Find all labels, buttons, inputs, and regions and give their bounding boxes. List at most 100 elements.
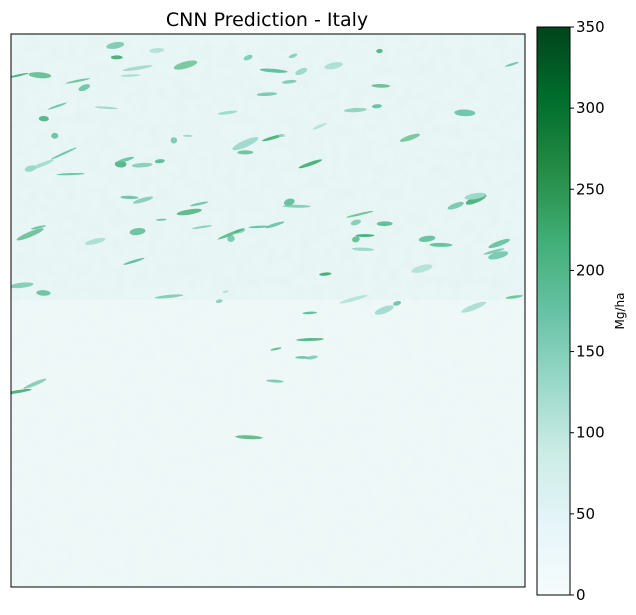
- heatmap-patch: [312, 122, 327, 130]
- heatmap-patch: [483, 248, 505, 255]
- heatmap-patch: [24, 165, 37, 172]
- heatmap-patch: [343, 107, 368, 113]
- heatmap-patch: [295, 356, 310, 359]
- colorbar-label: Mg/ha: [613, 293, 627, 330]
- colorbar-bar: [536, 26, 571, 596]
- heatmap-patch: [227, 235, 235, 242]
- heatmap-patch: [243, 54, 253, 61]
- heatmap-patch: [16, 228, 44, 241]
- heatmap-patch: [65, 78, 91, 84]
- heatmap-patch: [94, 106, 118, 110]
- heatmap-patch: [123, 257, 145, 265]
- heatmap-patch: [376, 221, 393, 227]
- heatmap-patch: [248, 225, 270, 229]
- heatmap-patch: [120, 195, 139, 200]
- heatmap-patch: [182, 134, 193, 137]
- colorbar-tick-label: 350: [576, 18, 605, 36]
- heatmap-patch: [122, 65, 153, 72]
- heatmap-patch: [114, 160, 127, 168]
- colorbar-ticks: 0 50 100 150 200 250 300 350: [570, 18, 605, 604]
- heatmap-patch: [393, 300, 401, 306]
- heatmap-patch: [281, 79, 297, 84]
- heatmap-patch: [411, 264, 433, 273]
- heatmap-patch: [505, 295, 523, 299]
- heatmap-patch: [355, 234, 375, 237]
- heatmap-patch: [298, 159, 323, 169]
- colorbar-tick-label: 0: [576, 586, 586, 604]
- colorbar-tick-label: 300: [576, 99, 605, 117]
- heatmap-patch: [28, 72, 52, 79]
- heatmap-patch: [259, 68, 288, 73]
- heatmap-patch: [217, 228, 245, 240]
- heatmap-patch: [319, 272, 332, 276]
- heatmap-panel: [10, 33, 526, 588]
- heatmap-patch: [132, 196, 154, 204]
- heatmap-patch: [270, 347, 282, 351]
- heatmap-patch: [324, 62, 343, 70]
- heatmap-patch: [23, 378, 47, 389]
- heatmap-patch: [154, 159, 165, 164]
- heatmap-patch: [350, 219, 362, 226]
- heatmap-patch: [154, 294, 184, 299]
- heatmap-patch: [192, 225, 213, 229]
- colorbar-tick-label: 150: [576, 343, 605, 361]
- heatmap-patch: [352, 236, 360, 243]
- heatmap-patch: [266, 379, 284, 383]
- heatmap-patch: [131, 162, 153, 168]
- heatmap-patch: [170, 137, 178, 144]
- colorbar: 0 50 100 150 200 250 300 350 Mg/ha: [536, 18, 627, 604]
- heatmap-frame: [10, 33, 526, 588]
- heatmap-patch: [371, 104, 382, 109]
- heatmap-patch: [376, 48, 383, 54]
- heatmap-patch: [306, 355, 318, 360]
- heatmap-patch: [488, 238, 510, 249]
- heatmap-patch: [232, 137, 259, 151]
- heatmap-patch: [106, 41, 125, 49]
- heatmap-patch: [215, 299, 223, 304]
- heatmap-patch: [282, 204, 311, 208]
- heatmap-patch: [149, 48, 165, 53]
- heatmap-patch: [345, 210, 374, 218]
- heatmap-patch: [256, 92, 278, 97]
- heatmap-patch: [237, 150, 254, 155]
- heatmap-patch: [278, 134, 286, 137]
- heatmap-patch: [217, 110, 238, 115]
- heatmap-patch: [399, 133, 420, 142]
- heatmap-patch: [447, 201, 464, 210]
- heatmap-patch: [11, 282, 34, 289]
- heatmap-patch: [374, 305, 394, 315]
- heatmap-patch: [296, 337, 324, 342]
- heatmap-patch: [461, 301, 487, 313]
- heatmap-patch: [429, 242, 453, 247]
- heatmap-patch: [339, 294, 368, 304]
- heatmap-patch: [488, 251, 509, 260]
- heatmap-patch: [117, 156, 134, 163]
- colorbar-tick-label: 100: [576, 424, 605, 442]
- heatmap-patch: [176, 208, 202, 216]
- heatmap-patch: [36, 290, 51, 296]
- heatmap-patch: [47, 102, 67, 110]
- heatmap-patch: [78, 84, 91, 92]
- heatmap-patch: [371, 84, 391, 88]
- heatmap-patch: [50, 147, 77, 160]
- heatmap-patch: [155, 218, 167, 221]
- heatmap-patch: [295, 67, 308, 76]
- colorbar-tick-label: 50: [576, 505, 595, 523]
- heatmap-patch: [454, 109, 476, 117]
- heatmap-patch: [352, 247, 374, 251]
- heatmap-patch: [173, 60, 198, 70]
- heatmap-patch: [302, 311, 317, 315]
- heatmap-patch: [120, 74, 141, 77]
- heatmap-patch: [30, 225, 47, 230]
- heatmap-patch: [51, 132, 59, 139]
- heatmap-patch: [38, 116, 49, 122]
- heatmap-patches: [11, 41, 523, 440]
- heatmap-texture: [11, 34, 525, 587]
- heatmap-patch: [418, 235, 436, 243]
- heatmap-patch: [265, 221, 285, 229]
- heatmap-patch: [505, 62, 519, 67]
- colorbar-tick-label: 250: [576, 180, 605, 198]
- heatmap-patch: [129, 227, 146, 236]
- chart-title: CNN Prediction - Italy: [166, 9, 368, 31]
